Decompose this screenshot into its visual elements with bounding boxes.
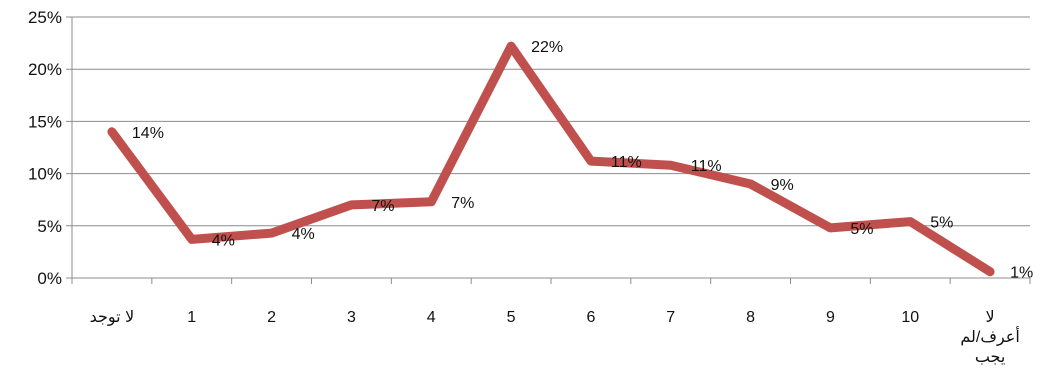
x-tick-label: لا توجد <box>90 309 135 327</box>
x-tick-label-line: 8 <box>746 309 755 326</box>
data-label: 9% <box>771 177 794 194</box>
x-tick-label: 4 <box>427 309 436 326</box>
x-tick-label-line: 10 <box>901 309 919 326</box>
data-label: 14% <box>132 125 164 142</box>
x-tick-label-line: 6 <box>586 309 595 326</box>
x-axis-ticks: لا توجد 1 2 3 4 5 6 7 8 9 10 لا أعرف/لم يجب <box>90 309 1020 366</box>
x-tick-label-line: لا توجد <box>90 309 135 327</box>
x-tick-label: لا أعرف/لم يجب <box>960 309 1019 366</box>
axes <box>71 17 1031 284</box>
x-tick-label-line: يجب <box>975 349 1006 366</box>
series-line <box>107 41 995 277</box>
y-axis-ticks: 0% 5% 10% 15% 20% 25% <box>28 8 62 288</box>
x-tick-label-line: 5 <box>507 309 516 326</box>
data-label: 22% <box>531 39 563 56</box>
x-tick-label-line: 3 <box>347 309 356 326</box>
x-tick-label-line: 4 <box>427 309 436 326</box>
x-tick-label: 7 <box>666 309 675 326</box>
data-label: 5% <box>930 215 953 232</box>
x-tick-label-line: 7 <box>666 309 675 326</box>
x-tick-label: 1 <box>187 309 196 326</box>
gridlines <box>66 16 1030 279</box>
data-label: 7% <box>451 195 474 212</box>
data-label: 4% <box>292 226 315 243</box>
data-label: 5% <box>850 221 873 238</box>
x-tick-label-line: 2 <box>267 309 276 326</box>
x-tick-label: 9 <box>826 309 835 326</box>
x-tick-label-line: أعرف/لم <box>960 326 1019 347</box>
data-label: 1% <box>1010 265 1033 282</box>
x-tick-label: 3 <box>347 309 356 326</box>
data-label: 11% <box>611 154 642 171</box>
y-tick-label: 25% <box>28 8 62 27</box>
data-labels: 14% 4% 4% 7% 7% 22% 11% 11% 9% 5% 5% 1% <box>132 39 1033 282</box>
y-tick-label: 0% <box>37 269 62 288</box>
x-tick-label: 2 <box>267 309 276 326</box>
x-tick-label: 6 <box>586 309 595 326</box>
x-tick-label-line: 9 <box>826 309 835 326</box>
x-tick-label-line: 1 <box>187 309 196 326</box>
y-tick-label: 20% <box>28 60 62 79</box>
y-tick-label: 10% <box>28 165 62 184</box>
y-tick-label: 15% <box>28 112 62 131</box>
y-tick-label: 5% <box>37 217 62 236</box>
x-tick-label: 5 <box>507 309 516 326</box>
x-tick-label: 10 <box>901 309 919 326</box>
x-tick-label-line: لا <box>986 309 995 326</box>
series-line-path <box>107 41 995 277</box>
data-label: 4% <box>212 232 235 249</box>
x-tick-label: 8 <box>746 309 755 326</box>
data-label: 11% <box>691 158 722 175</box>
data-label: 7% <box>371 198 394 215</box>
